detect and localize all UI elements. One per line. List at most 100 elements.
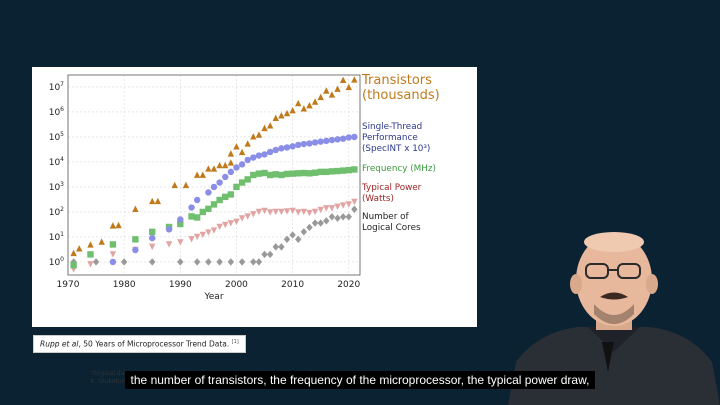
transistors-point <box>149 197 156 205</box>
transistors-point <box>216 161 223 169</box>
single_thread-point <box>193 196 201 204</box>
transistors-point <box>323 87 330 94</box>
single_thread-point <box>255 152 263 159</box>
power-point <box>205 229 212 236</box>
transistors-point <box>295 99 302 107</box>
y-tick-label: 100 <box>49 256 64 268</box>
y-tick-label: 104 <box>49 156 64 168</box>
single_thread-point <box>311 139 319 146</box>
single_thread-point <box>205 189 212 196</box>
single_thread-point <box>351 133 358 141</box>
power-point <box>334 203 341 211</box>
cores-point <box>278 243 285 251</box>
cores-point <box>328 213 336 221</box>
y-tick-label: 106 <box>49 106 64 118</box>
power-point <box>87 261 94 268</box>
frequency-point <box>351 166 358 173</box>
legend-power-label: Typical Power <box>361 183 422 193</box>
legend-transistors-label: Transistors <box>361 73 432 88</box>
citation-ref: [1] <box>231 339 239 345</box>
trend-chart: 1970 1980 1990 2000 2010 2020 100 101 102 103 104 1… <box>49 73 440 302</box>
legend-single_thread-label: (SpecINT x 10³) <box>362 144 430 154</box>
single_thread-point <box>132 246 139 254</box>
transistors-point <box>76 245 83 252</box>
cores-point <box>283 235 291 244</box>
single_thread-point <box>328 136 336 144</box>
cores-point <box>92 258 100 266</box>
x-tick-label: 1980 <box>113 280 136 290</box>
power-point <box>222 221 229 229</box>
cores-point <box>177 258 184 266</box>
cores-point <box>334 214 341 222</box>
plot-frame <box>67 74 361 276</box>
transistors-point <box>115 221 122 229</box>
transistors-point <box>233 143 240 150</box>
subtitle-bar: the number of transistors, the frequency… <box>0 369 720 389</box>
power-point <box>188 236 195 243</box>
frequency-point <box>255 170 263 177</box>
power-point <box>255 208 263 216</box>
y-tick-label: 105 <box>49 131 64 143</box>
power-point <box>177 239 184 246</box>
transistors-point <box>289 107 296 114</box>
transistors-point <box>272 114 279 122</box>
transistors-point <box>182 181 190 189</box>
single_thread-point <box>238 161 246 168</box>
frequency-point <box>233 183 240 191</box>
single_thread-point <box>266 148 274 156</box>
cores-point <box>351 205 358 213</box>
frequency-point <box>244 176 251 183</box>
frequency-point <box>317 168 324 176</box>
power-point <box>323 205 330 212</box>
legend-transistors-label: (thousands) <box>362 88 440 103</box>
power-point <box>261 207 268 215</box>
power-point <box>278 208 285 216</box>
single_thread-point <box>165 226 173 233</box>
cores-point <box>255 258 263 266</box>
transistors-point <box>339 76 347 84</box>
x-tick-label: 2010 <box>281 280 304 290</box>
cores-point <box>317 219 324 227</box>
single_thread-point <box>306 140 313 147</box>
transistors-point <box>328 91 336 98</box>
transistors-point <box>306 101 313 109</box>
frequency-point <box>188 213 195 220</box>
frequency-point <box>216 196 223 204</box>
transistors-point <box>87 241 94 248</box>
power-point <box>328 205 336 212</box>
transistors-point <box>278 112 285 119</box>
frequency-point <box>334 167 341 175</box>
y-tick-label: 103 <box>49 181 64 193</box>
series-power <box>70 198 358 273</box>
single_thread-point <box>244 156 251 164</box>
legend-cores-label: Logical Cores <box>362 223 421 233</box>
single_thread-point <box>109 258 117 266</box>
cores-point <box>227 258 235 266</box>
cores-point <box>250 258 257 266</box>
frequency-point <box>261 169 268 177</box>
y-tick-label: 101 <box>49 231 64 243</box>
transistors-point <box>222 161 229 169</box>
frequency-point <box>149 228 156 236</box>
citation-text: , 50 Years of Microprocessor Trend Data. <box>78 339 230 349</box>
single_thread-point <box>222 173 229 181</box>
power-point <box>227 220 235 227</box>
power-point <box>193 233 201 241</box>
cores-point <box>216 258 223 266</box>
series-cores <box>70 205 358 266</box>
frequency-point <box>227 191 235 198</box>
power-point <box>109 251 117 258</box>
transistors-point <box>132 205 139 212</box>
frequency-point <box>177 220 184 228</box>
transistors-point <box>244 140 251 147</box>
single_thread-point <box>188 204 195 211</box>
frequency-point <box>193 214 201 221</box>
cores-point <box>323 217 330 225</box>
frequency-point <box>132 236 139 243</box>
frequency-point <box>295 170 302 177</box>
single_thread-point <box>227 168 235 176</box>
power-point <box>351 198 358 206</box>
series-transistors <box>70 76 358 257</box>
citation-box: Rupp et al, 50 Years of Microprocessor T… <box>33 335 246 353</box>
transistors-point <box>205 165 212 172</box>
